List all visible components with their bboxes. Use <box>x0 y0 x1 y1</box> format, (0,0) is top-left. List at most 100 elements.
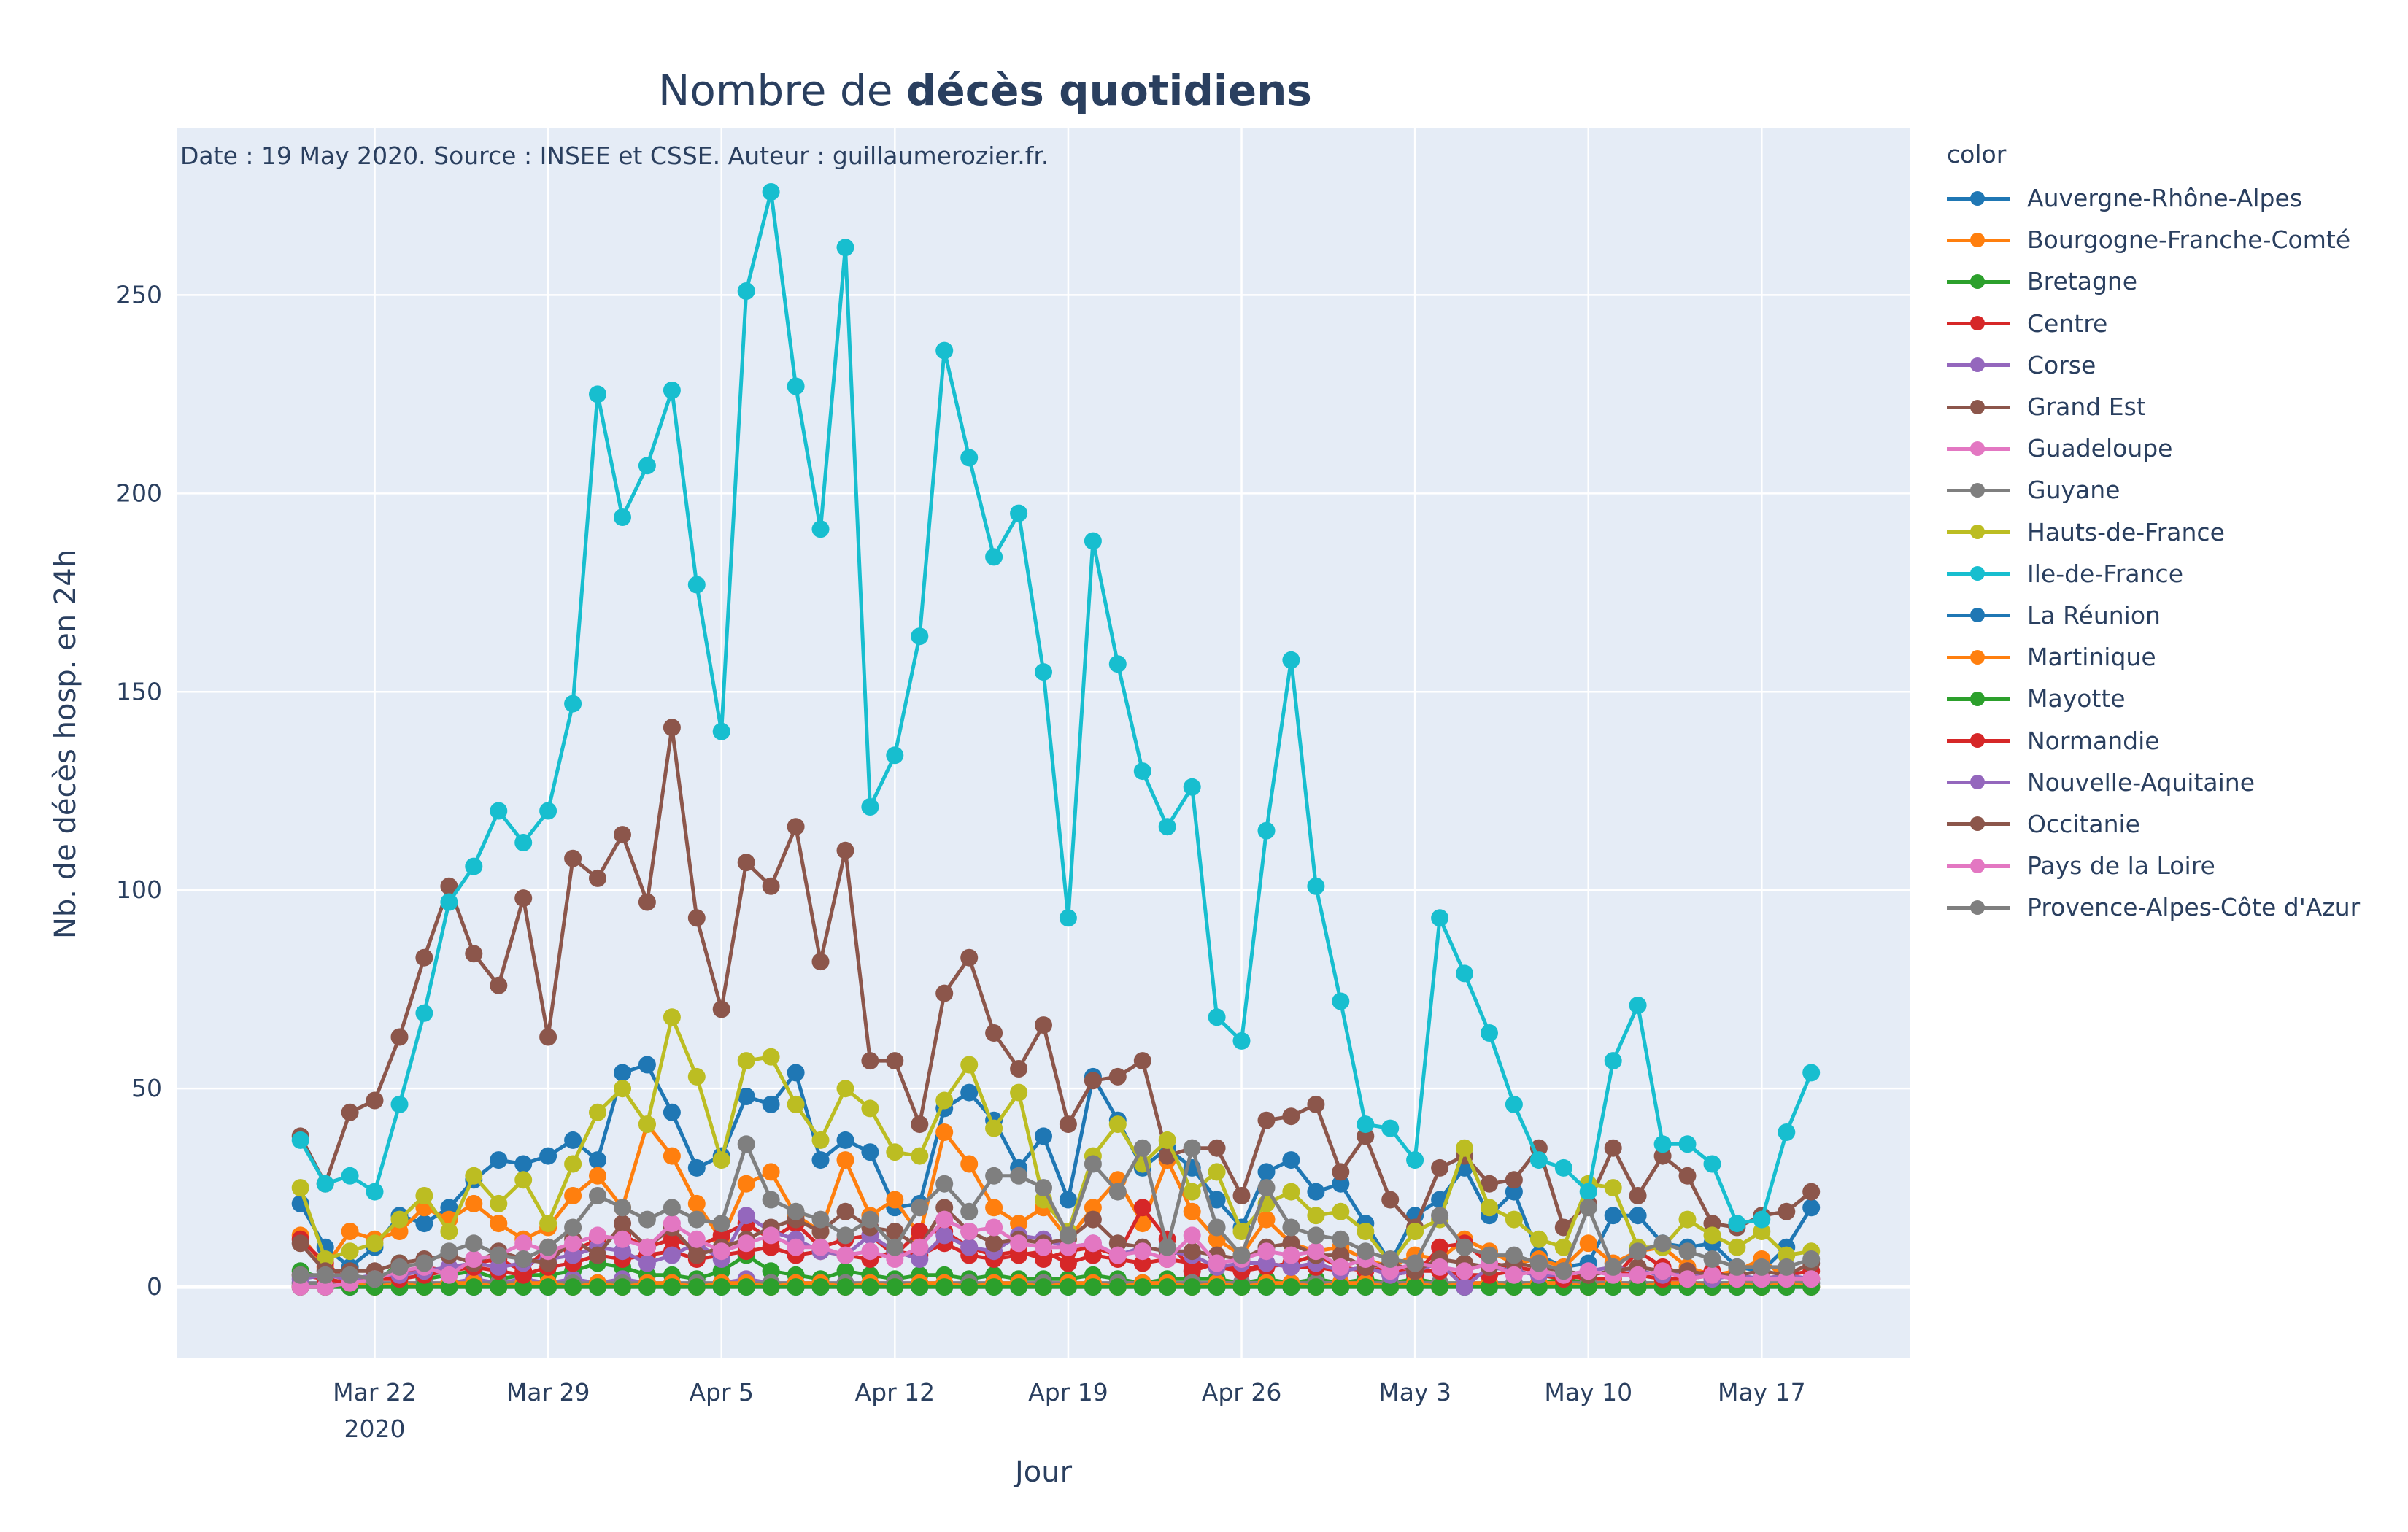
data-point <box>1802 1183 1821 1201</box>
data-point <box>787 1095 805 1113</box>
legend-item[interactable]: Centre <box>1947 303 2360 344</box>
data-point <box>911 1147 929 1165</box>
legend-item[interactable]: Guyane <box>1947 469 2360 511</box>
legend-swatch <box>1947 816 2010 832</box>
data-point <box>762 1163 780 1181</box>
data-point <box>737 1088 755 1105</box>
data-point <box>1653 1135 1672 1153</box>
data-point <box>1257 1278 1276 1296</box>
data-point <box>614 1230 631 1248</box>
data-point <box>1257 1210 1276 1229</box>
data-point <box>1505 1171 1523 1189</box>
data-point <box>1208 1191 1226 1209</box>
data-point <box>1307 877 1325 895</box>
x-tick-label: May 10 <box>1544 1378 1632 1407</box>
series-ile-de-france <box>291 183 1821 1233</box>
legend-swatch-marker <box>1970 274 1985 289</box>
series-layer <box>291 183 1821 1296</box>
data-point <box>539 1278 557 1296</box>
data-point <box>1332 1230 1350 1248</box>
x-axis-label: Jour <box>1014 1455 1073 1489</box>
legend-swatch-marker <box>1970 482 1985 498</box>
data-point <box>1257 1163 1276 1181</box>
data-point <box>1481 1246 1498 1264</box>
legend-item[interactable]: Normandie <box>1947 719 2360 761</box>
data-point <box>1108 1067 1127 1086</box>
data-point <box>291 1179 309 1197</box>
legend-swatch-marker <box>1970 775 1985 790</box>
data-point <box>390 1095 409 1113</box>
data-point <box>861 798 879 816</box>
data-point <box>663 1215 681 1233</box>
data-point <box>440 877 458 895</box>
data-point <box>1332 1258 1350 1276</box>
legend-item[interactable]: Corse <box>1947 344 2360 386</box>
legend-item[interactable]: La Réunion <box>1947 595 2360 636</box>
data-point <box>687 909 706 927</box>
legend-item[interactable]: Provence-Alpes-Côte d'Azur <box>1947 886 2360 928</box>
legend-item[interactable]: Mayotte <box>1947 678 2360 719</box>
data-point <box>687 1278 706 1296</box>
data-point <box>1208 1278 1226 1296</box>
legend-item[interactable]: Hauts-de-France <box>1947 511 2360 553</box>
data-point <box>1232 1278 1251 1296</box>
data-point <box>985 1278 1003 1296</box>
data-point <box>1108 1246 1127 1264</box>
data-point <box>514 1250 533 1268</box>
legend-item[interactable]: Nouvelle-Aquitaine <box>1947 762 2360 803</box>
legend-item[interactable]: Pays de la Loire <box>1947 845 2360 886</box>
data-point <box>415 1004 433 1022</box>
legend-item[interactable]: Bretagne <box>1947 260 2360 302</box>
data-point <box>1257 1111 1276 1129</box>
data-point <box>1133 1139 1151 1157</box>
data-point <box>1456 964 1473 983</box>
legend-swatch <box>1947 232 2010 247</box>
data-point <box>614 1242 631 1261</box>
legend-item[interactable]: Martinique <box>1947 636 2360 678</box>
legend-item[interactable]: Auvergne-Rhône-Alpes <box>1947 177 2360 219</box>
data-point <box>390 1223 409 1240</box>
legend-item[interactable]: Bourgogne-Franche-Comté <box>1947 219 2360 260</box>
data-point <box>1431 909 1449 927</box>
data-point <box>465 1194 483 1212</box>
data-point <box>589 1151 606 1169</box>
data-point <box>614 1199 631 1217</box>
data-point <box>1678 1135 1697 1153</box>
data-point <box>514 834 533 851</box>
y-tick-label: 150 <box>116 677 162 705</box>
legend-item[interactable]: Ile-de-France <box>1947 553 2360 595</box>
data-point <box>1059 1254 1077 1272</box>
legend-item[interactable]: Occitanie <box>1947 803 2360 845</box>
data-point <box>539 1215 557 1233</box>
legend-swatch <box>1947 190 2010 206</box>
legend-title: color <box>1947 140 2007 169</box>
data-point <box>1604 1052 1622 1070</box>
data-point <box>1158 1278 1176 1296</box>
legend-item[interactable]: Guadeloupe <box>1947 428 2360 469</box>
x-tick-label: Apr 12 <box>855 1378 935 1407</box>
legend-label: Bourgogne-Franche-Comté <box>2027 225 2351 255</box>
data-point <box>762 1226 780 1245</box>
x-tick-label: Apr 19 <box>1028 1378 1108 1407</box>
chart-title-bold: décès quotidiens <box>906 66 1312 115</box>
data-point <box>1406 1254 1424 1272</box>
data-point <box>836 1151 854 1169</box>
data-point <box>960 1155 979 1173</box>
data-point <box>1183 1139 1201 1157</box>
data-point <box>1282 1183 1300 1201</box>
data-point <box>1108 1278 1127 1296</box>
x-tick-label: May 3 <box>1378 1378 1451 1407</box>
data-point <box>1108 1115 1127 1134</box>
data-point <box>1629 997 1647 1014</box>
x-tick-label: Apr 26 <box>1202 1378 1282 1407</box>
data-point <box>787 1064 805 1082</box>
legend-swatch-marker <box>1970 608 1985 623</box>
data-point <box>440 893 458 911</box>
data-point <box>935 1091 954 1110</box>
data-point <box>712 1000 730 1018</box>
legend-item[interactable]: Grand Est <box>1947 386 2360 428</box>
data-point <box>1035 663 1052 681</box>
data-point <box>1456 1278 1473 1296</box>
data-point <box>539 802 557 820</box>
data-point <box>1753 1210 1771 1229</box>
